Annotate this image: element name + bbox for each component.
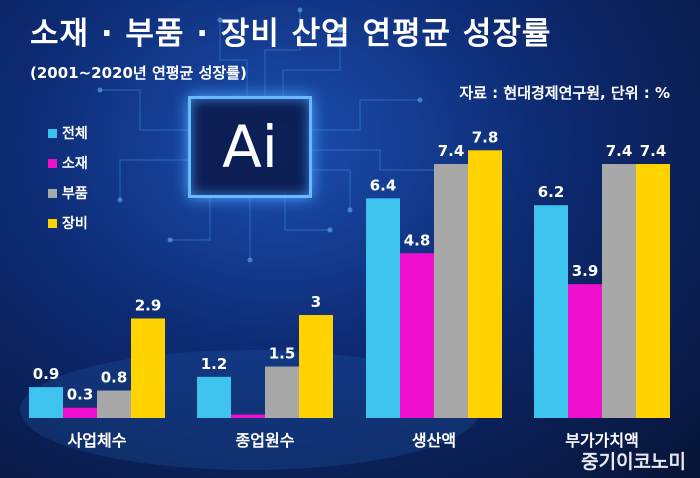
bar [63,407,97,418]
legend-label: 소재 [62,156,88,172]
bar [131,318,165,418]
data-label: 0.3 [67,386,94,404]
legend-item: 전체 [48,118,88,148]
bar [534,205,568,418]
data-label: 7.4 [438,142,465,160]
legend-label: 장비 [62,216,88,232]
data-label: 1.2 [201,355,228,373]
legend-swatch [48,128,57,138]
legend-swatch [48,188,57,198]
category-label: 부가가치액 [565,431,639,450]
bar [97,390,131,418]
legend-item: 장비 [48,208,88,238]
bar [265,366,299,418]
legend-label: 전체 [62,126,88,142]
bar [366,198,400,418]
chart-title: 소재 · 부품 · 장비 산업 연평균 성장률 [30,16,552,52]
ai-chip-text: Ai [222,113,278,181]
data-label: 6.2 [538,183,565,201]
data-label: 7.4 [640,142,667,160]
bar [468,150,502,418]
bar [434,164,468,418]
legend-label: 부품 [62,186,88,202]
bar [299,315,333,418]
bar [231,414,265,418]
ai-chip-graphic: Ai [188,96,312,198]
legend-item: 부품 [48,178,88,208]
bar [29,387,63,418]
category-label: 종업원수 [236,431,295,450]
data-label: 0.9 [33,365,60,383]
data-label: 6.4 [370,176,397,194]
category-label: 생산액 [412,431,456,450]
source-note: 자료 : 현대경제연구원, 단위 : % [459,84,670,102]
legend-swatch [48,158,57,168]
bar [568,284,602,418]
data-label: 3 [311,293,321,311]
bar [400,253,434,418]
data-label: 0.8 [101,369,128,387]
data-label: 7.8 [472,128,499,146]
data-label: 2.9 [135,296,162,314]
bar [636,164,670,418]
data-label: 3.9 [572,262,599,280]
data-label: 4.8 [404,231,431,249]
bar [197,376,231,418]
category-label: 사업체수 [68,431,127,450]
bar [602,164,636,418]
watermark: 중기이코노미 [581,451,686,473]
data-label: 1.5 [269,345,296,363]
legend-swatch [48,218,57,228]
chart-subtitle: (2001~2020년 연평균 성장률) [30,64,247,82]
legend-item: 소재 [48,148,88,178]
data-label: 7.4 [606,142,633,160]
